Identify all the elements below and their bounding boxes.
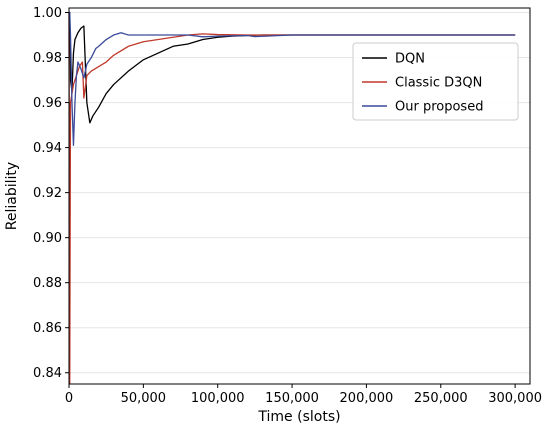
series-line-our-proposed — [69, 11, 516, 146]
y-tick-label: 0.84 — [33, 366, 62, 381]
y-axis-label: Reliability — [4, 162, 20, 230]
legend-label: Classic D3QN — [395, 76, 482, 91]
y-tick-label: 1.00 — [33, 6, 62, 21]
grid-lines — [69, 12, 530, 374]
legend-box — [352, 42, 519, 121]
y-tick-label: 0.88 — [33, 276, 62, 291]
axis-ticks: 0.84 0.86 0.88 0.90 0.92 0.94 0.96 0.98 1.00 0 50,… — [33, 6, 542, 406]
y-tick-label: 0.92 — [33, 186, 62, 201]
y-tick-label: 0.90 — [33, 231, 62, 246]
x-tick-label: 250,000 — [414, 391, 468, 406]
series-lines — [68, 11, 516, 385]
y-tick-label: 0.94 — [33, 141, 62, 156]
legend-label: Our proposed — [395, 100, 483, 115]
x-tick-label: 300,000 — [488, 391, 542, 406]
x-tick-label: 150,000 — [265, 391, 319, 406]
x-axis-label: Time (slots) — [257, 409, 340, 425]
y-tick-label: 0.98 — [33, 51, 62, 66]
x-tick-label: 200,000 — [340, 391, 394, 406]
plot-frame — [68, 7, 531, 385]
legend-label: DQN — [395, 52, 425, 67]
x-tick-label: 50,000 — [121, 391, 167, 406]
y-tick-label: 0.96 — [33, 96, 62, 111]
legend: DQN Classic D3QN Our proposed — [352, 42, 519, 121]
y-tick-label: 0.86 — [33, 321, 62, 336]
x-tick-label: 0 — [65, 391, 73, 406]
x-tick-label: 100,000 — [191, 391, 245, 406]
